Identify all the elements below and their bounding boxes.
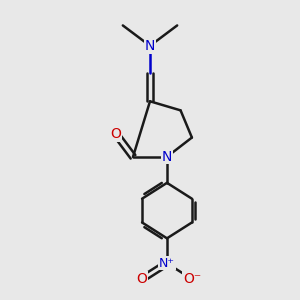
Text: N⁺: N⁺ [159, 257, 175, 270]
Text: O: O [111, 127, 122, 141]
Text: N: N [162, 150, 172, 164]
Text: N: N [145, 39, 155, 53]
Text: O⁻: O⁻ [183, 272, 201, 286]
Text: O: O [136, 272, 148, 286]
